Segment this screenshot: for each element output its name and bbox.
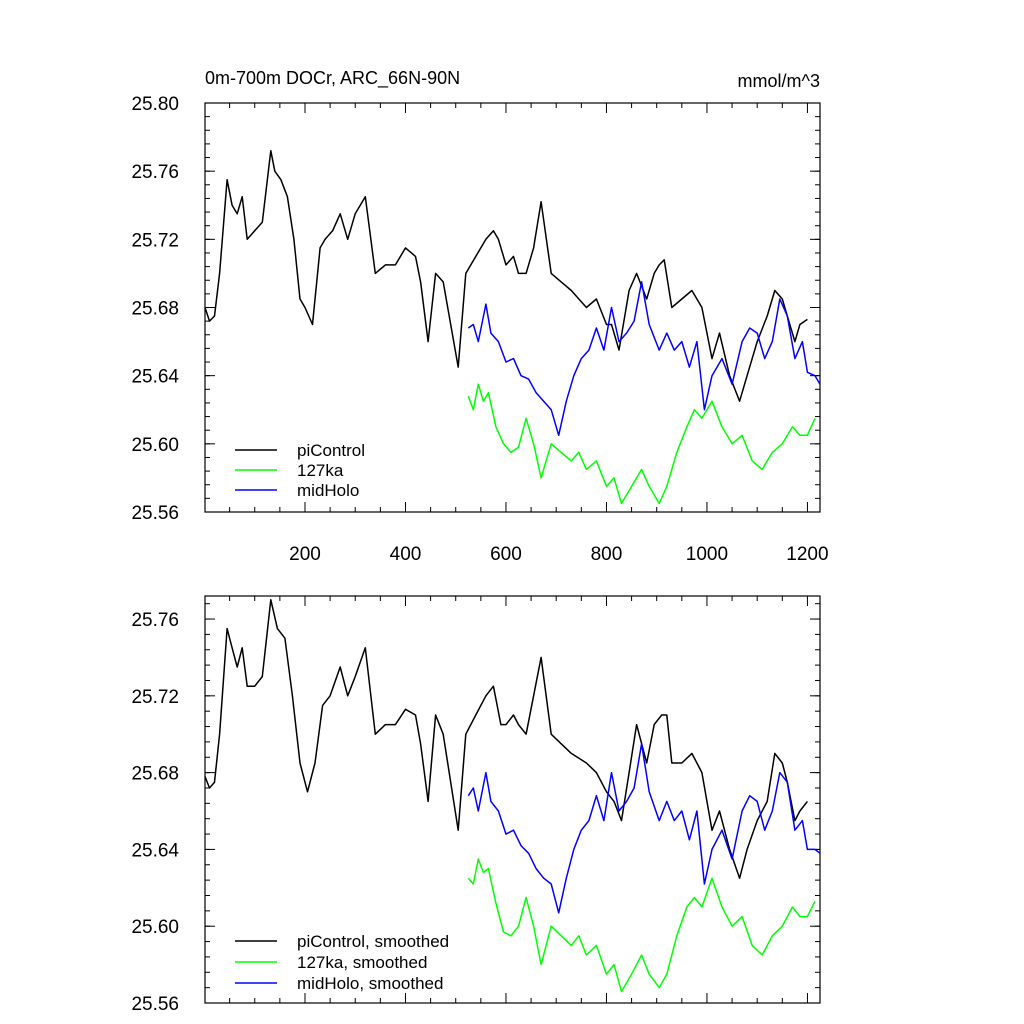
- y-tick-label: 25.76: [131, 162, 179, 183]
- series-line-picontrol: [204, 149, 808, 402]
- series-line-127ka: [467, 858, 816, 993]
- y-tick-label: 25.56: [131, 994, 179, 1015]
- series-line-midholo: [467, 281, 821, 437]
- x-tick-label: 200: [289, 544, 321, 565]
- y-tick-label: 25.64: [131, 367, 179, 388]
- x-tick-label: 800: [591, 544, 623, 565]
- y-tick-label: 25.60: [131, 917, 179, 938]
- series-line-127ka: [467, 383, 816, 505]
- y-tick-label: 25.64: [131, 840, 179, 861]
- y-tick-label: 25.56: [131, 503, 179, 524]
- y-tick-label: 25.60: [131, 435, 179, 456]
- plot-frame: [204, 595, 821, 1004]
- x-axis: [229, 596, 808, 1003]
- y-tick-label: 25.68: [131, 299, 179, 320]
- y-axis: 25.56 25.60 25.64 25.68 25.72 25.76: [131, 603, 820, 1015]
- y-tick-label: 25.76: [131, 610, 179, 631]
- x-tick-label: 1000: [686, 544, 728, 565]
- y-tick-label: 25.68: [131, 764, 179, 785]
- top-panel: 25.56 25.60 25.64 25.68 25.72 25.76 25.80 200 40…: [131, 68, 828, 565]
- series-line-midholo: [467, 743, 821, 914]
- chart-title: 0m-700m DOCr, ARC_66N-90N: [205, 68, 460, 89]
- x-tick-label: 1200: [786, 544, 828, 565]
- y-tick-label: 25.72: [131, 687, 179, 708]
- legend: piControl, smoothed 127ka, smoothed midHol…: [235, 932, 449, 993]
- x-tick-label: 600: [490, 544, 522, 565]
- x-axis: 200 400 600 800 1000 1200: [229, 103, 829, 565]
- y-tick-label: 25.72: [131, 230, 179, 251]
- series-line-picontrol: [204, 599, 808, 879]
- legend-entry: midHolo, smoothed: [297, 974, 443, 993]
- chart-units: mmol/m^3: [738, 71, 820, 91]
- y-tick-label: 25.80: [131, 94, 179, 115]
- x-tick-label: 400: [390, 544, 422, 565]
- y-axis: 25.56 25.60 25.64 25.68 25.72 25.76 25.80: [131, 94, 820, 524]
- legend-entry: 127ka, smoothed: [297, 953, 427, 972]
- bottom-panel: 25.56 25.60 25.64 25.68 25.72 25.76 piControl,…: [131, 595, 821, 1015]
- legend-entry: piControl, smoothed: [297, 932, 449, 951]
- legend-entry: 127ka: [297, 461, 344, 480]
- legend-entry: midHolo: [297, 481, 359, 500]
- legend-entry: piControl: [297, 441, 365, 460]
